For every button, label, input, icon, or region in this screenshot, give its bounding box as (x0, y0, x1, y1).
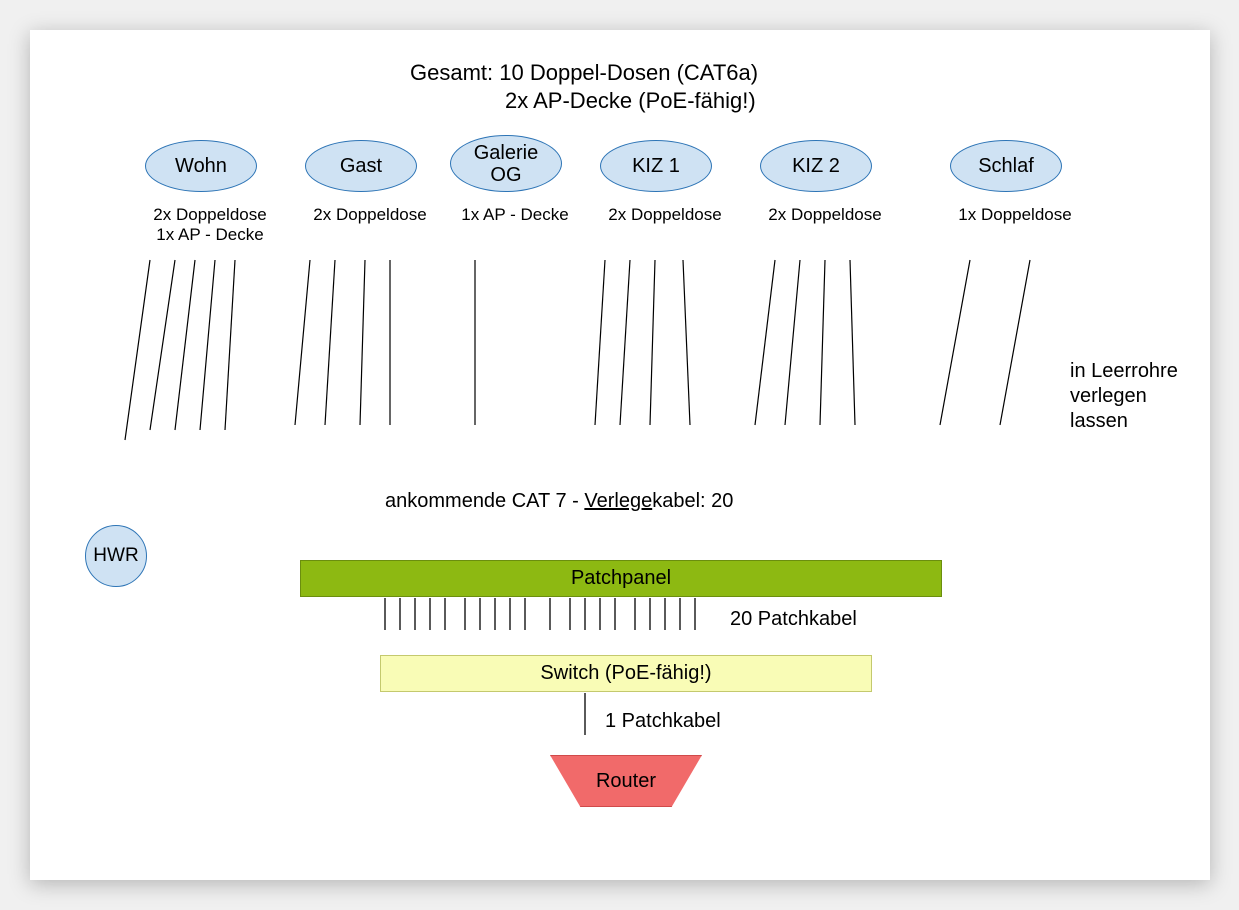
side-note-3: lassen (1070, 410, 1128, 433)
room-desc-1: 2x Doppeldose (295, 205, 445, 225)
patchcables-20-label: 20 Patchkabel (730, 608, 857, 631)
patchpanel-box: Patchpanel (300, 560, 942, 597)
room-ellipse-2: GalerieOG (450, 135, 562, 192)
room-ellipse-3: KIZ 1 (600, 140, 712, 192)
side-note-2: verlegen (1070, 385, 1147, 408)
room-ellipse-4: KIZ 2 (760, 140, 872, 192)
side-note-1: in Leerrohre (1070, 360, 1178, 383)
switch-box: Switch (PoE-fähig!) (380, 655, 872, 692)
patchcable-1-label: 1 Patchkabel (605, 710, 721, 733)
room-desc-2: 1x AP - Decke (440, 205, 590, 225)
incoming-cables-label: ankommende CAT 7 - Verlegekabel: 20 (385, 490, 733, 513)
router-box: Router (550, 755, 702, 807)
hwr-node: HWR (85, 525, 147, 587)
diagram-sheet: Gesamt: 10 Doppel-Dosen (CAT6a) 2x AP-De… (30, 30, 1210, 880)
room-desc-5: 1x Doppeldose (940, 205, 1090, 225)
room-desc-3: 2x Doppeldose (590, 205, 740, 225)
room-desc-0: 2x Doppeldose1x AP - Decke (135, 205, 285, 245)
room-ellipse-1: Gast (305, 140, 417, 192)
title-line-2: 2x AP-Decke (PoE-fähig!) (505, 88, 756, 114)
room-ellipse-5: Schlaf (950, 140, 1062, 192)
title-line-1: Gesamt: 10 Doppel-Dosen (CAT6a) (410, 60, 758, 86)
room-desc-4: 2x Doppeldose (750, 205, 900, 225)
room-ellipse-0: Wohn (145, 140, 257, 192)
